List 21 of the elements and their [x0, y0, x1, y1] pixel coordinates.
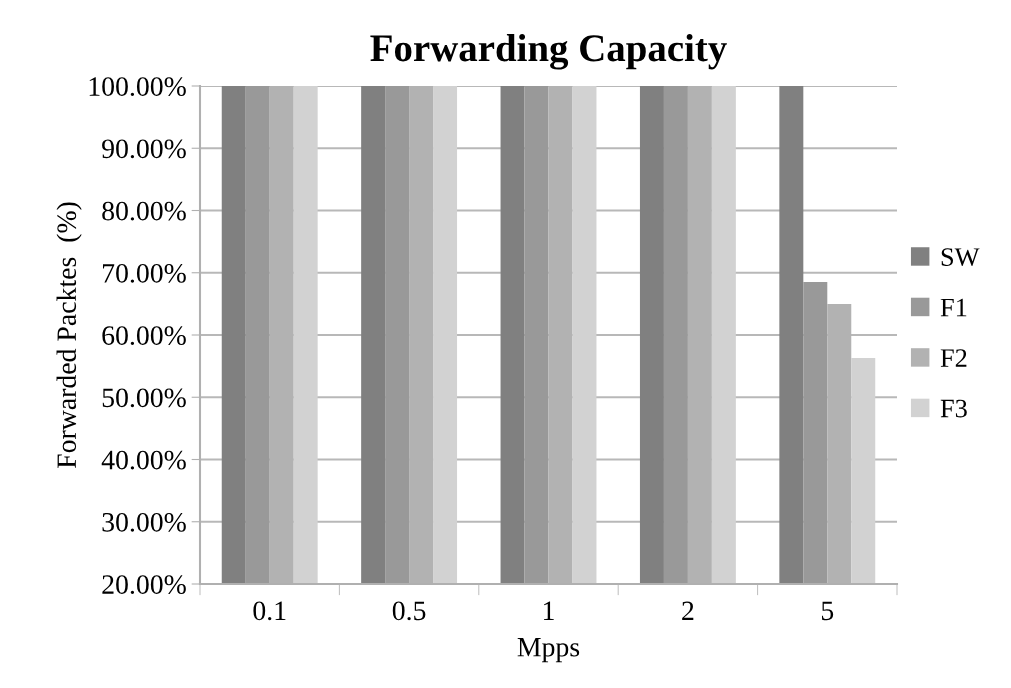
- y-tick-label: 90.00%: [102, 139, 186, 159]
- legend-label: SW: [941, 248, 980, 267]
- y-tick-label: 100.00%: [89, 77, 186, 97]
- y-tick-label: 20.00%: [102, 575, 186, 595]
- x-tick-label: 0.1: [253, 601, 286, 621]
- legend-label: F2: [940, 349, 967, 367]
- x-tick-label: 5: [821, 601, 834, 621]
- y-tick-label: 40.00%: [101, 450, 186, 470]
- y-tick-label: 80.00%: [102, 201, 186, 221]
- x-axis-title: Mpps: [517, 638, 580, 663]
- y-axis-title: Forwarded Packtes (%): [56, 202, 82, 469]
- x-tick-label: 2: [682, 601, 694, 620]
- x-tick-label: 1: [544, 601, 554, 620]
- y-tick-label: 50.00%: [102, 388, 186, 408]
- x-tick-label: 0.5: [392, 601, 426, 621]
- legend-label: F3: [940, 399, 967, 418]
- y-tick-label: 60.00%: [102, 326, 186, 346]
- chart-title: Forwarding Capacity: [370, 34, 727, 70]
- legend-label: F1: [940, 298, 967, 317]
- y-tick-label: 70.00%: [103, 263, 186, 283]
- y-tick-label: 30.00%: [102, 512, 186, 532]
